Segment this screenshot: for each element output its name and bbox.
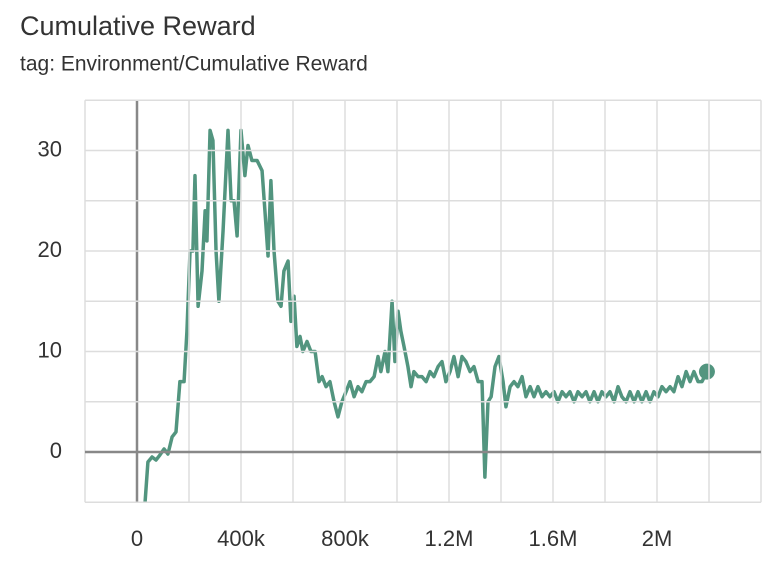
end-point bbox=[698, 363, 715, 380]
y-tick-label: 30 bbox=[38, 136, 62, 161]
chart-subtitle: tag: Environment/Cumulative Reward bbox=[20, 53, 368, 76]
x-tick-label: 800k bbox=[321, 526, 370, 551]
x-tick-label: 1.6M bbox=[529, 526, 578, 551]
y-tick-label: 0 bbox=[50, 438, 62, 463]
x-tick-label: 400k bbox=[217, 526, 266, 551]
y-tick-label: 20 bbox=[38, 237, 62, 262]
chart-title: Cumulative Reward bbox=[20, 11, 256, 41]
x-tick-label: 0 bbox=[131, 526, 143, 551]
y-tick-label: 10 bbox=[38, 337, 62, 362]
plot-area bbox=[143, 128, 715, 503]
x-tick-label: 1.2M bbox=[425, 526, 474, 551]
x-tick-label: 2M bbox=[642, 526, 673, 551]
line bbox=[143, 128, 709, 503]
